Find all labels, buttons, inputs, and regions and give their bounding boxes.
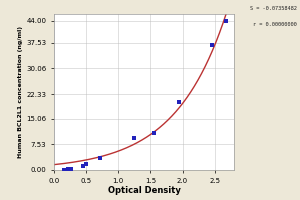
- Point: [209, 43, 214, 46]
- Point: [80, 164, 85, 168]
- Point: [132, 136, 137, 139]
- Point: [84, 162, 88, 165]
- Point: [64, 168, 69, 171]
- Point: [98, 157, 103, 160]
- Point: [66, 168, 70, 171]
- Point: [151, 131, 156, 134]
- Point: [68, 167, 73, 171]
- Point: [61, 168, 66, 172]
- Y-axis label: Human BCL2L1 concentration (ng/ml): Human BCL2L1 concentration (ng/ml): [18, 26, 23, 158]
- Point: [177, 101, 182, 104]
- Text: r = 0.00000000: r = 0.00000000: [253, 22, 297, 27]
- X-axis label: Optical Density: Optical Density: [108, 186, 180, 195]
- Text: S = -0.07358482: S = -0.07358482: [250, 6, 297, 11]
- Point: [224, 19, 229, 22]
